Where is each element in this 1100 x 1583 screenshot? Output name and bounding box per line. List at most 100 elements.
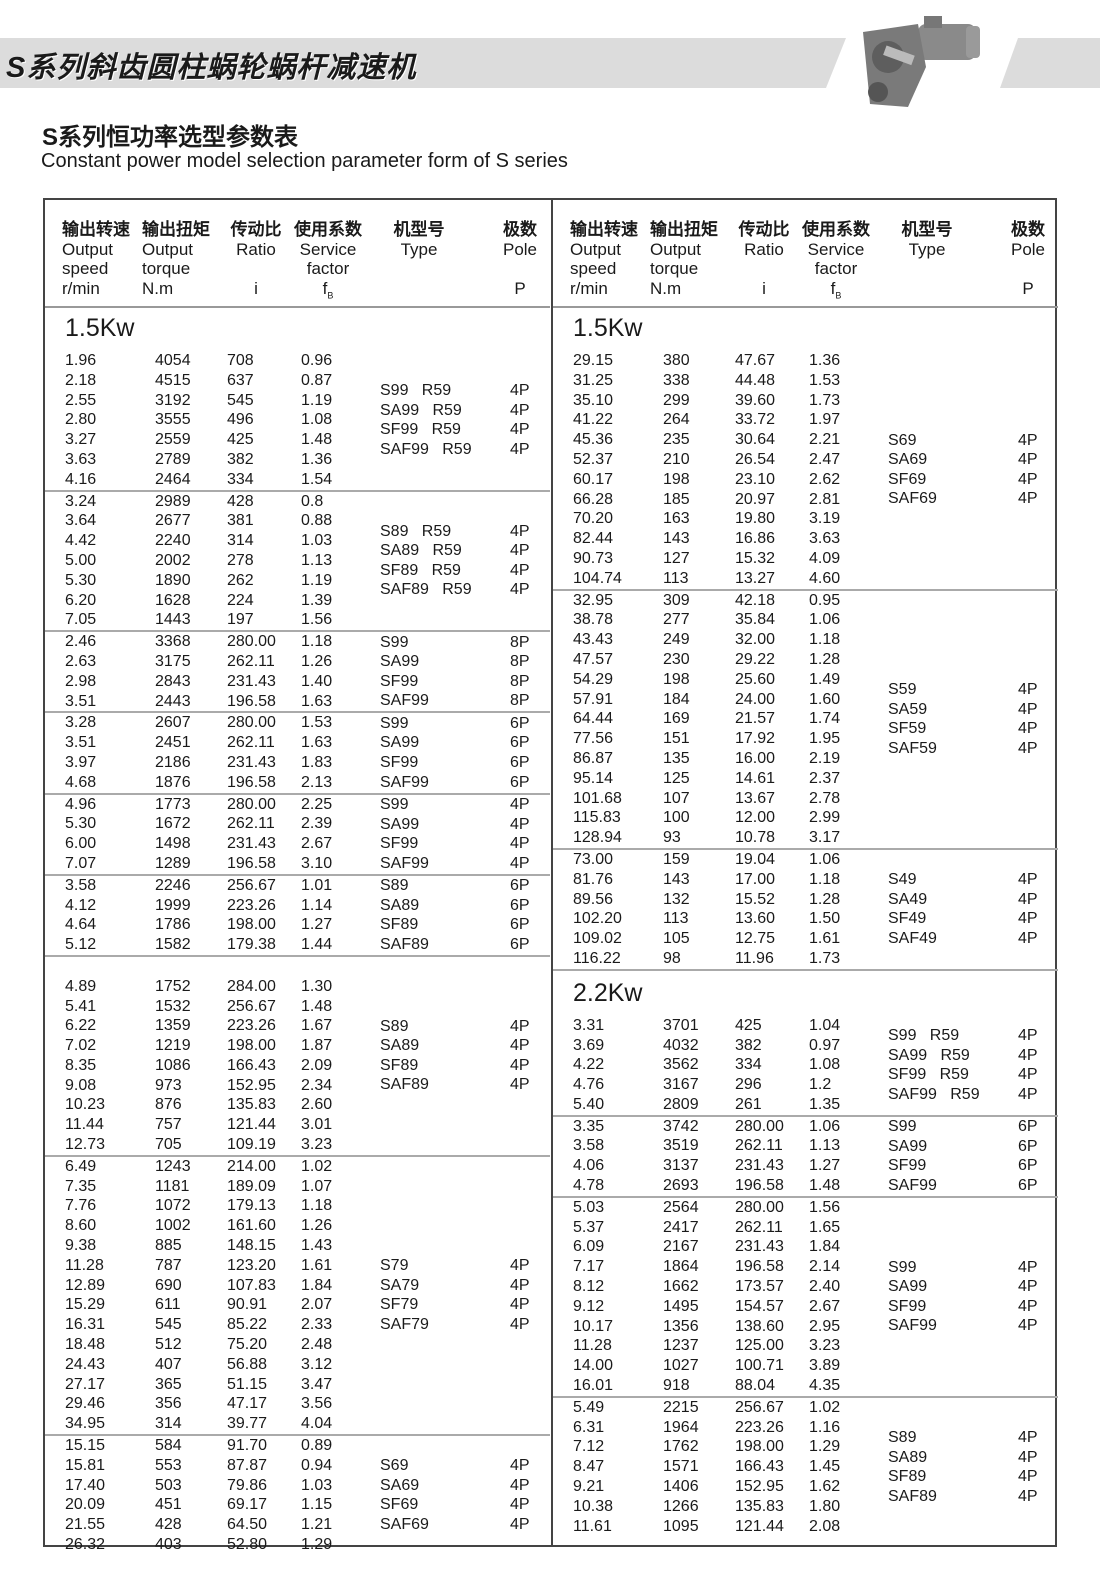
output-torque-cell: 3368 <box>155 633 191 651</box>
pole-count: 8P <box>510 672 530 690</box>
service-factor-cell: 1.74 <box>809 710 841 728</box>
table-row: 102.20 113 13.60 1.50 <box>553 909 1058 929</box>
table-row: 90.73 127 15.32 4.09 <box>553 549 1058 569</box>
service-factor-cell: 1.2 <box>809 1076 832 1094</box>
output-torque-cell: 2464 <box>155 470 191 488</box>
pole-count: 4P <box>510 1037 530 1055</box>
ratio-cell: 52.80 <box>227 1536 268 1554</box>
pole-count: 4P <box>510 1296 530 1314</box>
output-torque-cell: 230 <box>663 650 690 668</box>
output-speed-cell: 11.28 <box>65 1256 104 1274</box>
model-type: SA69 <box>888 451 928 469</box>
power-section-title: 1.5Kw <box>65 314 135 342</box>
output-speed-cell: 60.17 <box>573 470 614 488</box>
header-column: 极数 Pole P <box>1003 220 1053 298</box>
ratio-cell: 14.61 <box>735 769 776 787</box>
service-factor-cell: 2.21 <box>809 431 841 449</box>
service-factor-cell: 3.10 <box>301 854 333 872</box>
ratio-cell: 88.04 <box>735 1377 776 1395</box>
table-row: 6.22 1359 223.26 1.67 <box>45 1016 550 1036</box>
output-speed-cell: 7.35 <box>65 1177 97 1195</box>
pole-count: 4P <box>1018 1468 1038 1486</box>
output-speed-cell: 10.23 <box>65 1096 106 1114</box>
output-speed-cell: 64.44 <box>573 710 614 728</box>
service-factor-cell: 1.03 <box>301 532 333 550</box>
output-torque-cell: 1289 <box>155 854 191 872</box>
ratio-cell: 11.96 <box>735 949 774 967</box>
output-torque-cell: 3555 <box>155 411 191 429</box>
service-factor-cell: 1.48 <box>301 997 333 1015</box>
ratio-cell: 280.00 <box>735 1198 784 1216</box>
model-type: S49 <box>888 871 917 889</box>
service-factor-cell: 1.29 <box>809 1438 841 1456</box>
output-speed-cell: 4.12 <box>65 896 97 914</box>
table-row: 38.78 277 35.84 1.06 <box>553 610 1058 630</box>
pole-count: 4P <box>510 440 530 458</box>
service-factor-cell: 1.48 <box>301 431 333 449</box>
ratio-cell: 262.11 <box>735 1137 783 1155</box>
table-row: 5.03 2564 280.00 1.56 <box>553 1198 1058 1218</box>
ratio-cell: 198.00 <box>735 1438 784 1456</box>
ratio-cell: 214.00 <box>227 1157 276 1175</box>
table-row: 7.05 1443 197 1.56 <box>45 610 550 630</box>
output-torque-cell: 918 <box>663 1377 690 1395</box>
model-type-line: SAF99 6P <box>45 773 550 793</box>
service-factor-cell: 4.04 <box>301 1415 333 1433</box>
output-speed-cell: 2.98 <box>65 672 97 690</box>
table-row: 14.00 1027 100.71 3.89 <box>553 1356 1058 1376</box>
table-row: 81.76 143 17.00 1.18 <box>553 870 1058 890</box>
pole-count: 4P <box>510 382 530 400</box>
service-factor-cell: 2.99 <box>809 809 841 827</box>
output-torque-cell: 1672 <box>155 815 191 833</box>
output-torque-cell: 2789 <box>155 450 191 468</box>
service-factor-cell: 2.25 <box>301 795 333 813</box>
ratio-cell: 382 <box>227 450 254 468</box>
model-group: 5.03 2564 280.00 1.56 5.37 2417 262.11 1.65 6.09… <box>553 1198 1058 1398</box>
model-type: SA49 <box>888 890 928 908</box>
model-type-list: S89 4P SA89 4P SF89 4P SAF89 4P <box>553 1398 1058 1537</box>
output-torque-cell: 1086 <box>155 1056 191 1074</box>
table-row: 4.68 1876 196.58 2.13 <box>45 773 550 793</box>
ratio-cell: 382 <box>735 1036 762 1054</box>
table-row: 89.56 132 15.52 1.28 <box>553 890 1058 910</box>
pole-count: 4P <box>1018 451 1038 469</box>
model-type-line: SF99 R59 4P <box>45 420 550 440</box>
ratio-cell: 231.43 <box>735 1157 784 1175</box>
header-en-label: Service <box>807 239 865 259</box>
service-factor-cell: 1.19 <box>301 571 333 589</box>
output-speed-cell: 47.57 <box>573 650 614 668</box>
pole-count: 8P <box>510 653 530 671</box>
output-speed-cell: 3.31 <box>573 1016 605 1034</box>
pole-count: 4P <box>510 401 530 419</box>
header-en-label: Pole <box>1010 239 1046 259</box>
table-row: 60.17 198 23.10 2.62 <box>553 470 1058 490</box>
ratio-cell: 47.67 <box>735 352 776 369</box>
output-speed-cell: 7.17 <box>573 1258 605 1276</box>
pole-count: 6P <box>510 916 530 934</box>
header-en-label: i <box>762 278 766 298</box>
pole-count: 4P <box>1018 1487 1038 1505</box>
output-speed-cell: 5.41 <box>65 997 97 1015</box>
table-row: 6.20 1628 224 1.39 <box>45 591 550 611</box>
pole-count: 4P <box>1018 681 1038 699</box>
output-speed-cell: 18.48 <box>65 1336 106 1354</box>
service-factor-cell: 0.87 <box>301 371 333 389</box>
table-row: 4.78 2693 196.58 1.48 <box>553 1176 1058 1196</box>
model-type-list: S59 4P SA59 4P SF59 4P SAF59 4P <box>553 591 1058 848</box>
output-torque-cell: 3701 <box>663 1016 699 1034</box>
service-factor-cell: 1.14 <box>301 896 333 914</box>
model-type-list: S99 R59 4P SA99 R59 4P SF99 R59 4P SAF99 R59 4P <box>45 351 550 490</box>
table-row: 5.00 2002 278 1.13 <box>45 551 550 571</box>
pole-count: 6P <box>1018 1176 1038 1194</box>
pole-count: 4P <box>1018 720 1038 738</box>
table-row: 73.00 159 19.04 1.06 <box>553 850 1058 870</box>
table-row: 3.58 3519 262.11 1.13 <box>553 1136 1058 1156</box>
ratio-cell: 13.60 <box>735 910 776 928</box>
output-speed-cell: 4.64 <box>65 916 97 934</box>
ratio-cell: 189.09 <box>227 1177 276 1195</box>
ratio-cell: 278 <box>227 551 254 569</box>
table-row: 15.29 611 90.91 2.07 <box>45 1295 550 1315</box>
ratio-cell: 32.00 <box>735 631 776 649</box>
model-type-line: SF79 4P <box>45 1295 550 1315</box>
output-speed-cell: 31.25 <box>573 371 614 389</box>
